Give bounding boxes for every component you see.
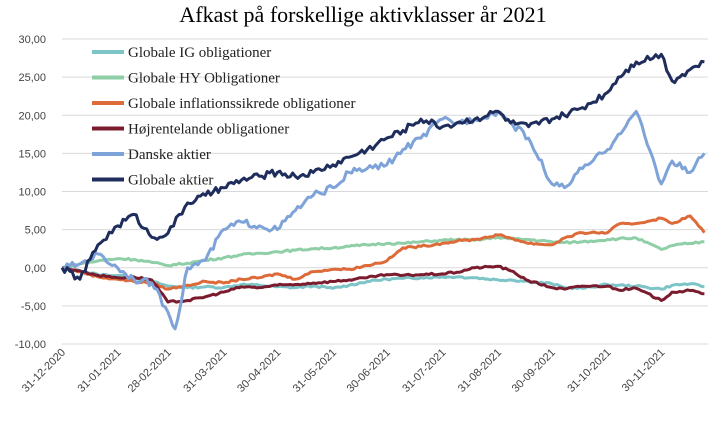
x-tick-label: 30-09-2021 bbox=[510, 347, 558, 395]
y-tick-label: -10,00 bbox=[15, 339, 46, 351]
legend-label: Globale IG obligationer bbox=[128, 45, 271, 61]
x-tick-label: 31-08-2021 bbox=[456, 347, 504, 395]
x-tick-label: 31-07-2021 bbox=[400, 347, 448, 395]
y-tick-label: -5,00 bbox=[21, 301, 46, 313]
y-tick-label: 15,00 bbox=[18, 148, 46, 160]
y-tick-label: 5,00 bbox=[25, 225, 46, 237]
series-line bbox=[61, 264, 705, 304]
chart-title: Afkast på forskellige aktivklasser år 20… bbox=[179, 2, 547, 27]
x-tick-label: 31-01-2021 bbox=[75, 347, 123, 395]
legend-label: Globale HY Obligationer bbox=[128, 71, 280, 87]
series-lines bbox=[60, 52, 706, 331]
series-line bbox=[61, 235, 705, 270]
x-tick-label: 30-06-2021 bbox=[345, 347, 393, 395]
legend-label: Globale aktier bbox=[128, 173, 213, 189]
x-tick-label: 31-12-2020 bbox=[20, 347, 68, 395]
y-tick-label: 30,00 bbox=[18, 34, 46, 46]
y-axis-ticks: -10,00 -5,00 0,00 5,00 10,00 15,00 20,00 25,00 3… bbox=[15, 34, 46, 351]
x-axis-ticks: 31-12-2020 31-01-2021 28-02-2021 31-03-2021… bbox=[20, 347, 668, 395]
y-tick-label: 25,00 bbox=[18, 72, 46, 84]
legend-label: Danske aktier bbox=[128, 147, 211, 163]
y-tick-label: 0,00 bbox=[25, 263, 46, 275]
series-line bbox=[61, 214, 706, 291]
legend-label: Globale inflationssikrede obligationer bbox=[128, 96, 355, 112]
x-tick-label: 31-03-2021 bbox=[181, 347, 229, 395]
x-tick-label: 30-11-2021 bbox=[620, 347, 668, 395]
y-tick-label: 10,00 bbox=[18, 187, 46, 199]
x-tick-label: 31-05-2021 bbox=[291, 347, 339, 395]
legend: Globale IG obligationer Globale HY Obliga… bbox=[92, 45, 355, 189]
legend-label: Højrentelande obligationer bbox=[128, 122, 289, 138]
series-line bbox=[61, 109, 706, 331]
x-tick-label: 28-02-2021 bbox=[126, 347, 174, 395]
x-tick-label: 30-04-2021 bbox=[235, 347, 283, 395]
series-line bbox=[60, 52, 705, 281]
x-tick-label: 31-10-2021 bbox=[565, 347, 613, 395]
y-tick-label: 20,00 bbox=[18, 110, 46, 122]
